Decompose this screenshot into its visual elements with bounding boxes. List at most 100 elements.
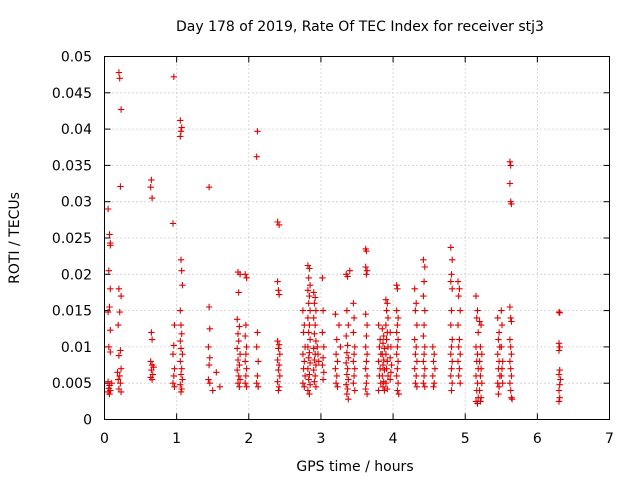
data-point xyxy=(107,327,114,334)
data-point xyxy=(382,296,390,303)
data-point xyxy=(363,247,370,255)
data-point xyxy=(494,314,501,322)
data-point xyxy=(394,380,402,387)
data-point xyxy=(448,365,455,372)
data-point xyxy=(205,184,213,191)
data-point xyxy=(420,380,427,387)
data-point xyxy=(334,358,341,365)
data-point xyxy=(508,318,515,325)
data-point xyxy=(393,351,400,358)
data-point xyxy=(456,365,463,372)
data-point xyxy=(234,345,241,352)
data-point xyxy=(312,337,320,345)
data-point xyxy=(477,321,485,329)
data-point xyxy=(448,271,455,278)
data-point xyxy=(236,383,243,390)
data-point xyxy=(306,265,313,272)
data-point xyxy=(171,383,178,390)
data-point xyxy=(478,380,485,387)
data-point xyxy=(477,394,485,401)
data-point xyxy=(333,372,340,380)
data-point xyxy=(275,387,282,394)
data-point xyxy=(116,372,123,380)
data-point xyxy=(476,318,483,325)
data-point xyxy=(508,372,515,380)
data-point xyxy=(413,383,421,390)
data-point xyxy=(475,329,482,336)
data-point xyxy=(351,365,358,372)
data-point xyxy=(243,383,250,390)
data-point xyxy=(115,321,122,329)
data-point xyxy=(234,380,242,387)
data-point xyxy=(507,365,514,372)
data-point xyxy=(108,380,115,387)
data-point xyxy=(179,376,186,383)
data-point xyxy=(235,289,242,296)
data-point xyxy=(243,343,250,351)
data-point xyxy=(448,343,455,351)
data-point xyxy=(394,314,402,322)
data-point xyxy=(449,380,456,387)
data-point xyxy=(420,278,428,285)
y-tick-label: 0.015 xyxy=(52,304,92,320)
data-point xyxy=(107,285,114,292)
data-point xyxy=(254,128,261,135)
data-point xyxy=(305,354,312,361)
data-point xyxy=(344,365,351,372)
data-point xyxy=(506,358,514,365)
data-point xyxy=(255,358,262,365)
data-point xyxy=(380,332,387,340)
data-point xyxy=(275,341,283,348)
data-point xyxy=(413,300,420,307)
x-tick-label: 1 xyxy=(172,431,181,447)
data-point xyxy=(476,387,483,394)
data-point xyxy=(148,336,156,343)
data-point xyxy=(216,383,224,390)
y-axis-label: ROTI / TECUs xyxy=(7,192,23,284)
data-point xyxy=(148,329,155,336)
data-point xyxy=(508,200,515,208)
data-point xyxy=(312,307,320,314)
data-point xyxy=(242,358,249,365)
x-tick-label: 4 xyxy=(389,431,398,447)
data-point xyxy=(363,267,371,274)
data-point xyxy=(312,372,319,380)
data-point xyxy=(363,372,371,380)
data-point xyxy=(177,321,185,329)
data-point xyxy=(506,380,514,387)
data-point xyxy=(306,349,313,356)
data-point xyxy=(411,365,418,372)
data-point xyxy=(178,385,185,393)
data-point xyxy=(382,321,390,329)
data-point xyxy=(447,321,454,329)
data-point xyxy=(178,124,185,131)
data-point xyxy=(169,220,177,227)
data-point xyxy=(555,387,563,394)
data-point xyxy=(449,358,456,365)
data-point xyxy=(319,329,326,336)
data-point xyxy=(235,372,242,380)
data-point xyxy=(495,336,502,343)
data-point xyxy=(556,381,563,388)
data-point xyxy=(429,372,436,380)
data-point xyxy=(206,325,213,332)
data-point xyxy=(234,356,242,364)
data-point xyxy=(379,383,387,390)
data-point xyxy=(557,376,564,383)
data-point xyxy=(275,345,282,352)
data-point xyxy=(106,303,113,311)
data-point xyxy=(275,366,282,374)
data-point xyxy=(115,69,123,76)
data-point xyxy=(117,347,124,354)
data-point xyxy=(177,133,184,140)
data-point xyxy=(345,396,352,403)
data-point xyxy=(457,380,464,387)
data-point xyxy=(178,267,185,274)
data-point xyxy=(394,358,402,365)
data-point xyxy=(457,307,464,314)
data-point xyxy=(314,343,321,351)
data-point xyxy=(178,365,185,372)
data-point xyxy=(420,372,428,380)
data-point xyxy=(420,256,427,263)
